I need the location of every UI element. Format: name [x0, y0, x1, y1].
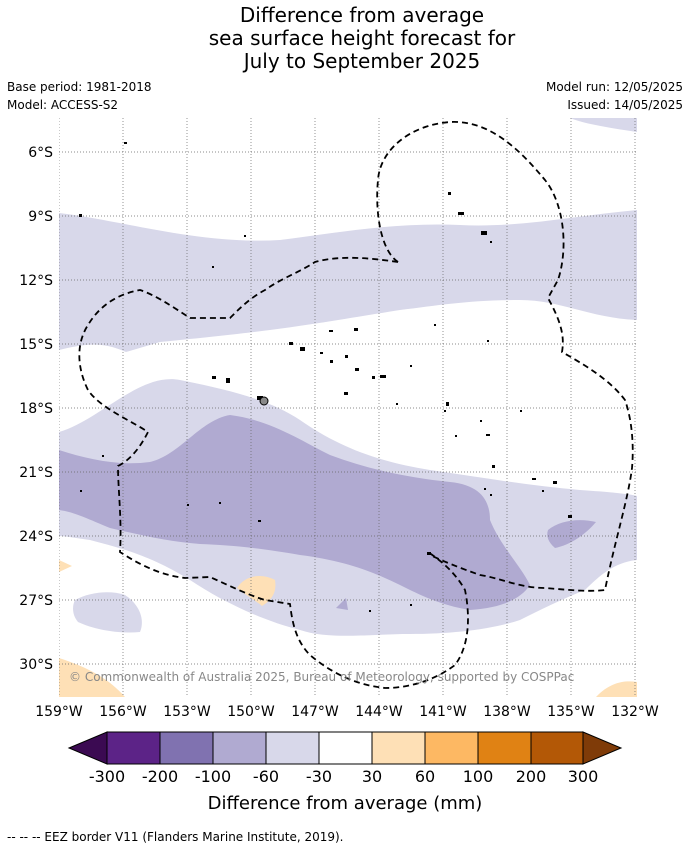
lat-label: 6°S — [28, 145, 53, 161]
map-area: © Commonwealth of Australia 2025, Bureau… — [59, 118, 637, 697]
lat-label: 30°S — [19, 657, 53, 673]
colorbar-arrow-right — [582, 731, 623, 765]
lon-label: 150°W — [227, 704, 275, 720]
colorbar-arrow-left — [67, 731, 108, 765]
islands — [79, 142, 572, 612]
colorbar-tick: 300 — [568, 767, 599, 786]
title-line-2: sea surface height forecast for — [208, 26, 516, 50]
lat-label: 21°S — [19, 465, 53, 481]
model-run: Model run: 12/05/2025 — [545, 80, 683, 94]
lat-label: 24°S — [19, 529, 53, 545]
colorbar-segment — [159, 731, 214, 765]
longitude-labels: 159°W 156°W 153°W 150°W 147°W 144°W 141°… — [35, 704, 659, 720]
lon-label: 138°W — [483, 704, 531, 720]
colorbar-segment — [265, 731, 320, 765]
colorbar-tick: 100 — [463, 767, 494, 786]
lon-label: 141°W — [419, 704, 467, 720]
lon-label: 147°W — [291, 704, 339, 720]
lon-label: 159°W — [35, 704, 83, 720]
anomaly-orange-3 — [59, 658, 125, 697]
colorbar-ticks: -300 -200 -100 -60 -30 30 60 100 200 300 — [89, 767, 598, 786]
lat-label: 15°S — [19, 337, 53, 353]
eez-border-kiribati — [376, 121, 634, 592]
anomaly-orange-1 — [237, 576, 276, 606]
colorbar-tick: -200 — [142, 767, 178, 786]
anomaly-band-medium — [59, 415, 530, 610]
lat-label: 27°S — [19, 593, 53, 609]
lon-label: 135°W — [547, 704, 595, 720]
colorbar-segment — [212, 731, 267, 765]
colorbar-title: Difference from average (mm) — [208, 793, 483, 814]
anomaly-ne-corner — [570, 118, 637, 132]
meta-right: Model run: 12/05/2025 Issued: 14/05/2025 — [546, 78, 683, 114]
colorbar-segment — [318, 731, 373, 765]
title-line-3: July to September 2025 — [243, 49, 481, 73]
colorbar-segment — [106, 731, 161, 765]
latitude-labels: 6°S 9°S 12°S 15°S 18°S 21°S 24°S 27°S 30… — [19, 145, 53, 673]
anomaly-orange-2 — [59, 560, 72, 572]
anomaly-orange-4 — [596, 681, 637, 697]
meta-left: Base period: 1981-2018 Model: ACCESS-S2 — [7, 78, 152, 114]
anomaly-patch-east — [547, 520, 596, 548]
eez-borders — [78, 121, 634, 689]
model-name: Model: ACCESS-S2 — [7, 98, 119, 112]
colorbar-tick: 60 — [415, 767, 435, 786]
anomaly-band-north — [59, 210, 637, 352]
lat-label: 9°S — [28, 209, 53, 225]
lat-label: 12°S — [19, 273, 53, 289]
lon-label: 153°W — [163, 704, 211, 720]
issued-date: Issued: 14/05/2025 — [567, 98, 683, 112]
colorbar-tick: 30 — [362, 767, 382, 786]
colorbar-tick: 200 — [516, 767, 547, 786]
colorbar-tick: -60 — [253, 767, 279, 786]
lon-label: 156°W — [99, 704, 147, 720]
colorbar-segment — [424, 731, 479, 765]
colorbar-tick: -300 — [89, 767, 125, 786]
lon-label: 144°W — [355, 704, 403, 720]
colorbar-tick: -30 — [306, 767, 332, 786]
lon-label: 132°W — [611, 704, 659, 720]
colorbar-tick: -100 — [195, 767, 231, 786]
anomaly-patch-small — [336, 598, 348, 610]
colorbar-segment — [371, 731, 426, 765]
title-line-1: Difference from average — [239, 3, 485, 27]
map-title: Difference from average sea surface heig… — [0, 4, 690, 73]
copyright-text: © Commonwealth of Australia 2025, Bureau… — [69, 670, 574, 684]
colorbar — [67, 731, 623, 765]
colorbar-segment — [530, 731, 584, 765]
colorbar-segment — [477, 731, 532, 765]
lat-label: 18°S — [19, 401, 53, 417]
anomaly-patch-sw — [73, 592, 142, 633]
eez-footnote: -- -- -- EEZ border V11 (Flanders Marine… — [7, 830, 344, 844]
base-period: Base period: 1981-2018 — [7, 80, 152, 94]
